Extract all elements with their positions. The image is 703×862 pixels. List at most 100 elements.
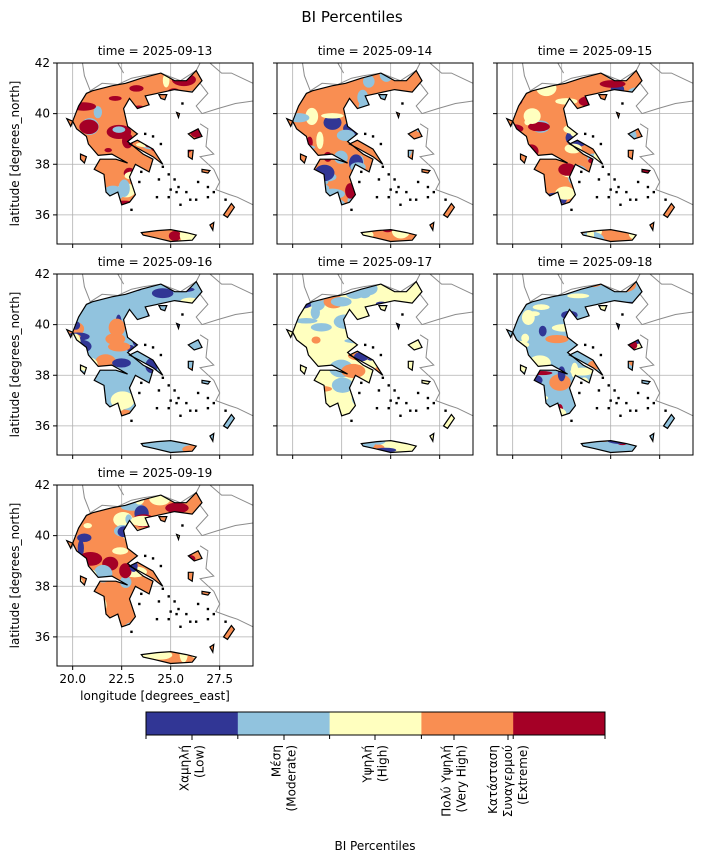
class-region <box>310 305 320 320</box>
class-region <box>385 128 404 141</box>
class-region <box>98 639 121 644</box>
small-island <box>636 391 640 395</box>
island-coastline <box>201 590 212 596</box>
country-border <box>209 485 253 506</box>
class-region <box>552 216 578 224</box>
class-region <box>308 436 335 441</box>
coastline <box>512 280 643 417</box>
class-region <box>66 626 73 645</box>
class-region <box>167 579 193 590</box>
island-coastline <box>175 533 181 542</box>
class-region <box>609 209 616 218</box>
class-region <box>108 659 132 664</box>
small-island <box>167 617 170 621</box>
small-island <box>646 185 650 189</box>
small-island <box>224 198 227 201</box>
class-region <box>411 389 430 395</box>
class-region <box>81 181 104 190</box>
class-region <box>308 173 325 187</box>
island-coastline <box>187 127 203 140</box>
class-region <box>341 363 366 379</box>
class-region <box>576 332 598 338</box>
y-tick-label: 42 <box>35 267 50 281</box>
small-island <box>173 178 176 181</box>
country-border <box>209 274 253 295</box>
class-region <box>77 533 92 543</box>
small-island <box>578 391 581 395</box>
class-region <box>66 558 86 573</box>
class-region <box>105 230 131 238</box>
class-region <box>313 386 332 392</box>
class-region <box>110 391 135 410</box>
country-border <box>415 281 473 326</box>
class-region <box>351 208 365 217</box>
class-region <box>320 188 345 200</box>
colorbar-swatch <box>421 712 514 735</box>
country-border <box>649 274 693 295</box>
class-region <box>573 115 581 126</box>
country-border <box>90 274 201 303</box>
country-border <box>415 70 473 115</box>
small-island <box>652 401 655 405</box>
class-region <box>378 421 396 435</box>
country-border <box>557 274 565 285</box>
class-region <box>531 371 553 376</box>
small-island <box>617 185 620 189</box>
class-region <box>142 329 157 337</box>
small-island <box>144 132 147 136</box>
island-coastline <box>429 432 435 443</box>
small-island <box>157 178 161 181</box>
class-region <box>66 426 89 441</box>
small-island <box>138 180 141 184</box>
country-border <box>117 274 125 285</box>
class-region <box>506 188 519 201</box>
map-panel: time = 2025-09-16 36 38 40 42 latitude [degre… <box>8 255 254 459</box>
small-island <box>189 409 192 412</box>
class-region <box>586 226 595 242</box>
small-island <box>599 353 603 357</box>
class-region <box>149 344 175 353</box>
small-island <box>387 195 390 199</box>
class-region <box>386 189 403 194</box>
island-coastline <box>222 202 236 219</box>
small-island <box>144 554 147 558</box>
small-island <box>181 102 184 105</box>
colorbar-swatch <box>237 712 331 735</box>
small-island <box>401 102 404 105</box>
country-border <box>117 485 125 496</box>
island-coastline <box>407 338 423 351</box>
island-coastline <box>187 549 203 562</box>
class-region <box>309 156 316 170</box>
small-island <box>414 198 418 201</box>
small-island <box>196 391 200 395</box>
x-tick-label: 20.0 <box>59 672 86 686</box>
class-region <box>536 443 558 453</box>
small-island <box>379 353 383 357</box>
small-island <box>395 401 398 405</box>
small-island <box>194 620 198 623</box>
small-island <box>609 188 612 191</box>
class-region <box>169 416 191 427</box>
class-region <box>307 432 322 438</box>
class-region <box>149 215 163 227</box>
class-region <box>386 306 403 325</box>
class-region <box>370 316 381 324</box>
small-island <box>580 381 583 385</box>
small-island <box>140 170 143 174</box>
class-region <box>176 394 202 401</box>
island-coastline <box>285 117 294 128</box>
small-island <box>393 178 396 181</box>
small-island <box>646 195 650 199</box>
small-island <box>167 406 170 410</box>
class-region <box>70 339 92 353</box>
class-region <box>286 98 302 103</box>
small-island <box>426 396 430 400</box>
class-region <box>93 106 103 119</box>
small-island <box>629 198 632 201</box>
class-region <box>380 400 407 407</box>
small-island <box>625 190 628 194</box>
panels: time = 2025-09-13 36 38 40 42 latitude [degre… <box>8 44 694 703</box>
class-region <box>79 119 99 135</box>
class-region <box>149 540 162 548</box>
